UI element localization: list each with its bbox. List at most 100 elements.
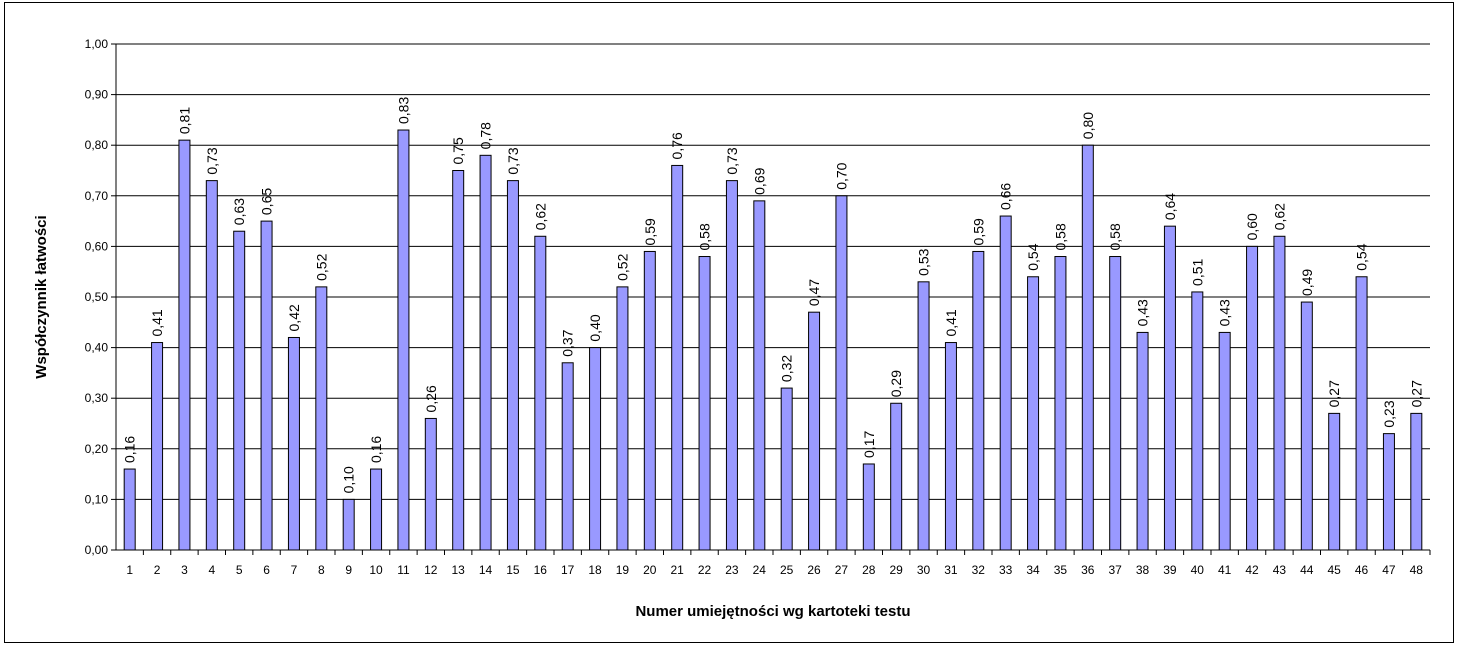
bar: [370, 468, 383, 551]
x-tick-label: 16: [534, 563, 548, 577]
x-tick-label: 19: [616, 563, 630, 577]
bar: [643, 250, 656, 551]
y-tick-label: 0,80: [85, 138, 109, 152]
x-tick-label: 48: [1410, 563, 1424, 577]
x-tick-label: 36: [1081, 563, 1095, 577]
y-tick-label: 1,00: [85, 37, 109, 51]
x-tick-label: 38: [1136, 563, 1150, 577]
data-label: 0,63: [231, 198, 247, 225]
data-label: 0,52: [313, 253, 329, 280]
x-tick-label: 4: [208, 563, 215, 577]
bar: [205, 180, 218, 551]
data-label: 0,70: [833, 162, 849, 189]
bar: [151, 342, 164, 551]
x-tick-label: 11: [397, 563, 410, 577]
data-label: 0,27: [1326, 380, 1342, 407]
data-label: 0,75: [450, 137, 466, 164]
bar: [1218, 331, 1231, 551]
x-tick-label: 40: [1191, 563, 1205, 577]
bar: [999, 215, 1012, 551]
x-tick-label: 8: [318, 563, 325, 577]
bar: [1382, 433, 1395, 551]
data-label: 0,23: [1381, 400, 1397, 427]
bar: [1027, 276, 1040, 551]
data-label: 0,58: [1107, 223, 1123, 250]
x-tick-label: 28: [862, 563, 876, 577]
x-tick-label: 32: [972, 563, 986, 577]
bar: [972, 250, 985, 551]
data-label: 0,54: [1025, 243, 1041, 270]
x-tick-label: 10: [369, 563, 383, 577]
bar: [725, 180, 738, 551]
bar: [1410, 412, 1423, 551]
x-tick-label: 35: [1054, 563, 1068, 577]
data-label: 0,47: [806, 279, 822, 306]
x-tick-label: 23: [725, 563, 739, 577]
data-label: 0,49: [1299, 269, 1315, 296]
x-tick-label: 26: [807, 563, 821, 577]
data-label: 0,60: [1244, 213, 1260, 240]
gridlines: [116, 43, 1430, 500]
x-tick-label: 30: [917, 563, 931, 577]
x-tick-label: 5: [236, 563, 243, 577]
x-tick-label: 6: [263, 563, 270, 577]
data-label: 0,54: [1354, 243, 1370, 270]
bar: [780, 387, 793, 551]
data-label: 0,83: [395, 97, 411, 124]
y-tick-label: 0,10: [85, 492, 109, 506]
x-tick-label: 31: [944, 563, 958, 577]
x-tick-label: 39: [1163, 563, 1177, 577]
bar: [233, 230, 246, 551]
x-tick-label: 45: [1328, 563, 1342, 577]
x-tick-label: 29: [890, 563, 904, 577]
y-axis-title: Współczynnik łatwości: [33, 215, 50, 378]
x-tick-label: 42: [1245, 563, 1259, 577]
data-label: 0,81: [176, 107, 192, 134]
bar: [534, 235, 547, 551]
data-label: 0,43: [1135, 299, 1151, 326]
bar: [1355, 276, 1368, 551]
bar: [862, 463, 875, 551]
bar: [479, 154, 492, 551]
x-tick-label: 43: [1273, 563, 1287, 577]
bar: [506, 180, 519, 551]
x-tick-label: 17: [561, 563, 575, 577]
bar: [1109, 256, 1122, 551]
x-tick-label: 14: [479, 563, 493, 577]
y-tick-label: 0,20: [85, 442, 109, 456]
x-tick-label: 7: [291, 563, 298, 577]
data-label: 0,80: [1080, 112, 1096, 139]
bar: [1081, 144, 1094, 551]
bar: [589, 347, 602, 551]
data-label: 0,69: [751, 167, 767, 194]
data-label: 0,73: [505, 147, 521, 174]
bar: [561, 362, 574, 551]
bar: [1246, 245, 1259, 551]
data-label: 0,66: [998, 183, 1014, 210]
data-label: 0,17: [861, 431, 877, 458]
data-label: 0,76: [669, 132, 685, 159]
data-label: 0,58: [697, 223, 713, 250]
x-axis-ticks: 1 2 3 4 5 6 7 8 9 10 11 12 13 14 15 16 17 18 19 20 21 22 23 24 2…: [126, 550, 1431, 577]
x-tick-label: 46: [1355, 563, 1369, 577]
x-tick-label: 18: [588, 563, 602, 577]
bar: [944, 342, 957, 551]
bar: [315, 286, 328, 551]
x-tick-label: 13: [452, 563, 466, 577]
x-tick-label: 27: [835, 563, 849, 577]
data-label: 0,58: [1052, 223, 1068, 250]
data-label: 0,40: [587, 314, 603, 341]
y-tick-label: 0,70: [85, 189, 109, 203]
data-label: 0,37: [560, 329, 576, 356]
y-tick-label: 0,30: [85, 391, 109, 405]
data-label: 0,59: [642, 218, 658, 245]
y-tick-label: 0,50: [85, 290, 109, 304]
x-tick-label: 20: [643, 563, 657, 577]
y-tick-label: 0,60: [85, 239, 109, 253]
x-tick-label: 33: [999, 563, 1013, 577]
x-tick-label: 21: [671, 563, 685, 577]
data-label: 0,51: [1189, 258, 1205, 285]
bar: [753, 200, 766, 551]
data-label: 0,78: [478, 122, 494, 149]
data-label: 0,26: [423, 385, 439, 412]
